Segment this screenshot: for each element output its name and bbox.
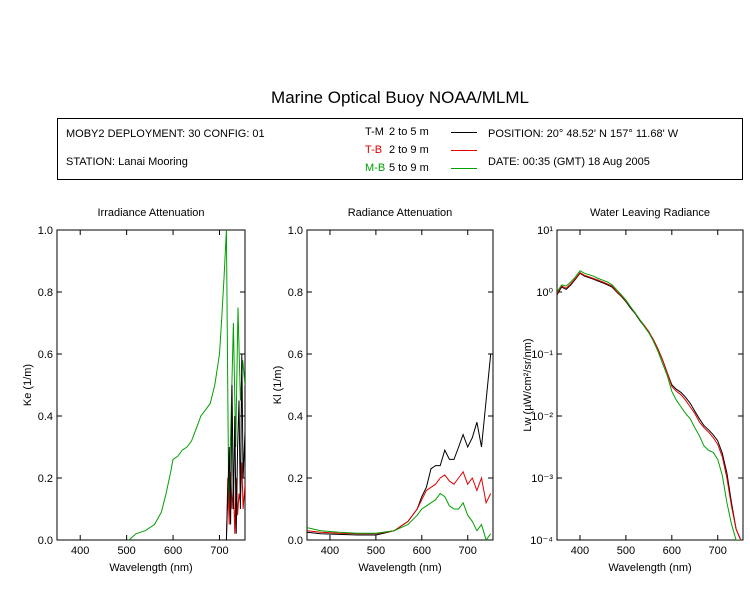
chart-title: Irradiance Attenuation	[97, 207, 204, 219]
legend-range: 2 to 5 m	[389, 126, 429, 138]
x-axis-label: Wavelength (nm)	[109, 562, 192, 574]
chart-panel-2: Radiance Attenuation 400 500 600 700 0.0 0.2 0.…	[272, 207, 494, 574]
page-title: Marine Optical Buoy NOAA/MLML	[271, 88, 529, 107]
legend-range: 2 to 9 m	[389, 144, 429, 156]
info-box: MOBY2 DEPLOYMENT: 30 CONFIG: 01 STATION:…	[57, 118, 743, 180]
y-axis-label: Lw (µW/cm²/sr/nm)	[522, 338, 534, 431]
legend-item-t-m: T-M 2 to 5 m	[365, 126, 477, 138]
legend-code: T-B	[365, 144, 383, 156]
x-tick-label: 700	[210, 545, 228, 557]
position-label: POSITION: 20° 48.52' N 157° 11.68' W	[488, 128, 679, 140]
x-tick-label: 600	[413, 545, 431, 557]
deployment-label: MOBY2 DEPLOYMENT: 30 CONFIG: 01	[66, 128, 265, 140]
x-axis-label: Wavelength (nm)	[608, 562, 691, 574]
y-tick-label: 10⁻³	[531, 473, 553, 485]
y-tick-label: 0.0	[38, 535, 53, 547]
x-tick-label: 600	[164, 545, 182, 557]
legend-code: M-B	[365, 162, 386, 174]
y-tick-label: 1.0	[38, 225, 53, 237]
chart-panel-1: Irradiance Attenuation 400 500 600 700 0.0 0.2…	[22, 207, 246, 574]
y-tick-label: 1.0	[288, 225, 303, 237]
series-line-m-b	[128, 230, 245, 540]
y-tick-label: 0.0	[288, 535, 303, 547]
x-tick-label: 700	[459, 545, 477, 557]
x-tick-label: 700	[709, 545, 727, 557]
y-tick-label: 0.2	[288, 473, 303, 485]
legend-item-m-b: M-B 5 to 9 m	[365, 162, 477, 174]
y-tick-label: 0.4	[288, 411, 303, 423]
y-tick-label: 0.2	[38, 473, 53, 485]
legend-line	[451, 168, 477, 169]
legend-line	[451, 150, 477, 151]
date-label: DATE: 00:35 (GMT) 18 Aug 2005	[488, 156, 650, 168]
series-line-t-m	[225, 353, 245, 540]
legend-range: 5 to 9 m	[389, 162, 429, 174]
x-tick-label: 600	[663, 545, 681, 557]
y-axis-label: Kl (1/m)	[272, 366, 284, 405]
plot-frame	[556, 229, 744, 541]
x-tick-label: 400	[71, 545, 89, 557]
series-line-m-b	[557, 270, 741, 540]
x-tick-label: 500	[617, 545, 635, 557]
x-tick-label: 400	[321, 545, 339, 557]
plot-frame	[306, 229, 494, 541]
station-label: STATION: Lanai Mooring	[66, 156, 188, 168]
series-line-t-m	[557, 272, 742, 540]
y-tick-label: 0.6	[38, 349, 53, 361]
y-tick-label: 0.8	[38, 287, 53, 299]
legend-line	[451, 132, 477, 133]
legend-item-t-b: T-B 2 to 9 m	[365, 144, 477, 156]
y-tick-label: 10⁻²	[531, 411, 553, 423]
series-line-t-b	[557, 272, 742, 540]
plot-frame	[56, 229, 246, 541]
series-line-m-b	[307, 492, 492, 540]
y-tick-label: 10⁻¹	[531, 349, 553, 361]
x-tick-label: 400	[571, 545, 589, 557]
x-tick-label: 500	[367, 545, 385, 557]
series-line-t-b	[307, 470, 492, 535]
x-tick-label: 500	[117, 545, 135, 557]
chart-title: Water Leaving Radiance	[590, 207, 710, 219]
y-tick-label: 0.8	[288, 287, 303, 299]
y-tick-label: 10⁻⁴	[530, 535, 553, 547]
series-line-t-m	[307, 353, 492, 536]
y-tick-label: 0.4	[38, 411, 53, 423]
x-axis-label: Wavelength (nm)	[358, 562, 441, 574]
chart-panel-3: Water Leaving Radiance 400 500 600 700 10⁻⁴ 10…	[522, 207, 744, 574]
legend-code: T-M	[365, 126, 384, 138]
y-tick-label: 0.6	[288, 349, 303, 361]
y-tick-label: 10¹	[537, 225, 553, 237]
y-tick-label: 10⁰	[536, 287, 553, 299]
y-axis-label: Ke (1/m)	[22, 364, 34, 406]
chart-title: Radiance Attenuation	[348, 207, 453, 219]
